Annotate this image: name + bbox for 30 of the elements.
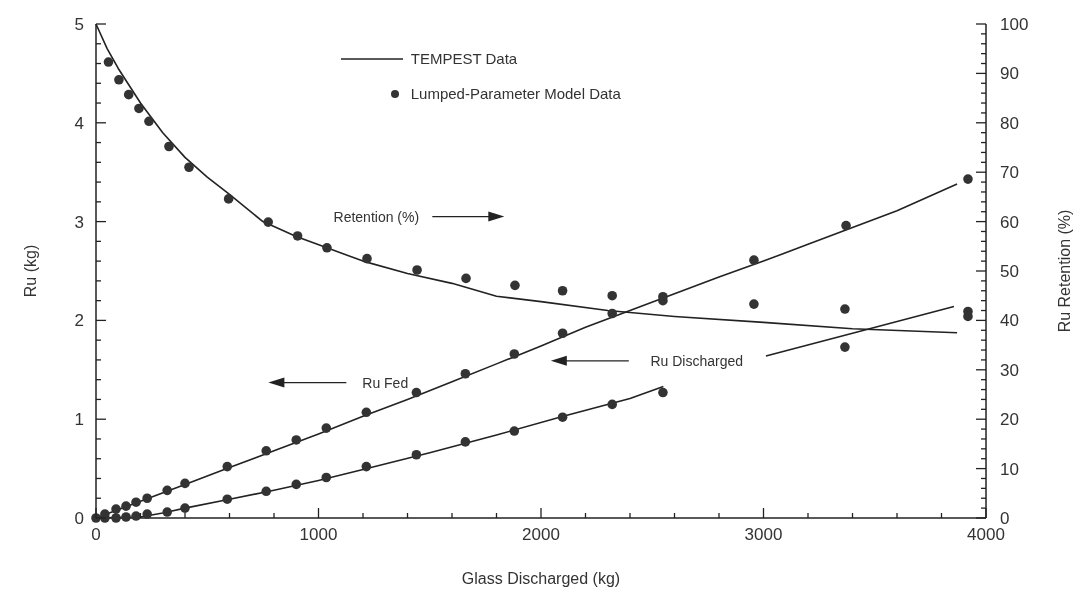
y2-tick-label: 30 xyxy=(1000,360,1019,380)
x-tick-label: 3000 xyxy=(744,525,783,544)
y-tick-label: 2 xyxy=(74,311,84,331)
y2-tick-label: 60 xyxy=(1000,212,1019,232)
y2-tick-label: 70 xyxy=(1000,163,1019,183)
x-tick-label: 4000 xyxy=(967,525,1005,544)
y2-tick-label: 40 xyxy=(1000,311,1019,331)
y2-tick-label: 80 xyxy=(1000,113,1019,133)
x-tick-label: 2000 xyxy=(522,525,560,544)
y-tick-label: 5 xyxy=(74,15,84,34)
y2-tick-label: 90 xyxy=(1000,64,1019,84)
y2-axis-title: Ru Retention (%) xyxy=(1055,209,1073,333)
x-tick-label: 0 xyxy=(91,525,101,544)
legend-label: TEMPEST Data xyxy=(410,50,518,67)
y-axis-title: Ru (kg) xyxy=(21,244,39,298)
y-tick-label: 3 xyxy=(74,212,84,232)
x-axis-title: Glass Discharged (kg) xyxy=(461,570,621,587)
x-tick-label: 1000 xyxy=(299,525,338,544)
annotation: Ru Fed xyxy=(362,374,409,391)
y-tick-label: 4 xyxy=(74,113,84,133)
y2-tick-label: 100 xyxy=(1000,15,1029,34)
y-tick-label: 1 xyxy=(74,410,84,430)
annotation: Retention (%) xyxy=(333,208,420,225)
y2-tick-label: 20 xyxy=(1000,410,1019,430)
legend-label: Lumped-Parameter Model Data xyxy=(410,85,621,102)
y2-tick-label: 0 xyxy=(1000,509,1010,528)
y-tick-label: 0 xyxy=(74,509,84,528)
y2-tick-label: 50 xyxy=(1000,262,1019,281)
annotation: Ru Discharged xyxy=(650,352,744,369)
y2-tick-label: 10 xyxy=(1000,459,1019,479)
